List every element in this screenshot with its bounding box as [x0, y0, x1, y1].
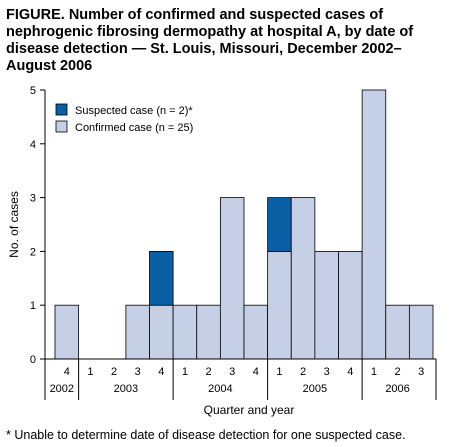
bar-suspected-9 [267, 197, 292, 252]
year-label-2003: 2003 [114, 383, 138, 395]
bar-confirmed-11 [314, 250, 339, 360]
legend-swatch-suspected [55, 103, 68, 116]
axes-group: 0 1 2 3 4 5 No. of cases 4 1 2 3 4 1 2 3 4 1 2 3 4 1 2 3 2002 20… [7, 85, 437, 417]
y-tick-label-4: 4 [30, 139, 36, 151]
bar-confirmed-0 [54, 304, 80, 360]
x-tick-label-11: 3 [324, 366, 330, 378]
bar-confirmed-8 [243, 304, 269, 360]
bar-suspected-4 [149, 250, 174, 306]
y-tick-label-1: 1 [30, 300, 36, 312]
x-tick-label-7: 3 [229, 366, 235, 378]
legend-swatch-confirmed [55, 120, 68, 133]
x-tick-label-14: 2 [395, 366, 401, 378]
y-tick-label-0: 0 [30, 354, 36, 366]
bar-confirmed-14 [385, 304, 410, 360]
legend-label-suspected: Suspected case (n = 2)* [75, 105, 193, 117]
chart-legend: Suspected case (n = 2)* Confirmed case (n… [55, 103, 193, 134]
year-label-2005: 2005 [303, 383, 327, 395]
x-tick-label-6: 2 [206, 366, 212, 378]
x-tick-label-3: 3 [135, 366, 141, 378]
x-tick-label-10: 2 [300, 366, 306, 378]
bar-confirmed-10 [290, 197, 316, 360]
footnote: * Unable to determine date of disease de… [6, 428, 406, 442]
y-axis-title: No. of cases [7, 191, 21, 258]
x-tick-label-13: 1 [371, 366, 377, 378]
chart-title: FIGURE. Number of confirmed and suspecte… [6, 7, 414, 74]
bar-confirmed-15 [408, 304, 434, 360]
x-tick-label-9: 1 [276, 366, 282, 378]
y-tick-label-3: 3 [30, 193, 36, 205]
year-label-2002: 2002 [50, 383, 74, 395]
bar-confirmed-5 [172, 304, 198, 360]
bar-confirmed-9 [267, 250, 292, 360]
x-tick-label-1: 1 [87, 366, 93, 378]
x-tick-label-12: 4 [347, 366, 353, 378]
bar-confirmed-3 [125, 304, 150, 360]
x-tick-label-4: 4 [158, 366, 164, 378]
year-label-2004: 2004 [208, 383, 232, 395]
y-tick-label-5: 5 [30, 85, 36, 97]
x-tick-label-2: 2 [111, 366, 117, 378]
y-tick-label-2: 2 [30, 246, 36, 258]
x-axis-title: Quarter and year [204, 403, 295, 417]
x-tick-label-0: 4 [64, 366, 70, 378]
bar-confirmed-12 [338, 250, 363, 360]
bar-confirmed-13 [361, 89, 387, 360]
bar-confirmed-4 [149, 304, 174, 360]
bar-confirmed-6 [196, 304, 221, 360]
legend-label-confirmed: Confirmed case (n = 25) [75, 122, 193, 134]
x-tick-label-15: 3 [418, 366, 424, 378]
x-tick-label-5: 1 [182, 366, 188, 378]
bar-confirmed-7 [219, 197, 245, 360]
bars-group [54, 89, 434, 360]
year-label-2006: 2006 [385, 383, 409, 395]
x-tick-label-8: 4 [253, 366, 259, 378]
